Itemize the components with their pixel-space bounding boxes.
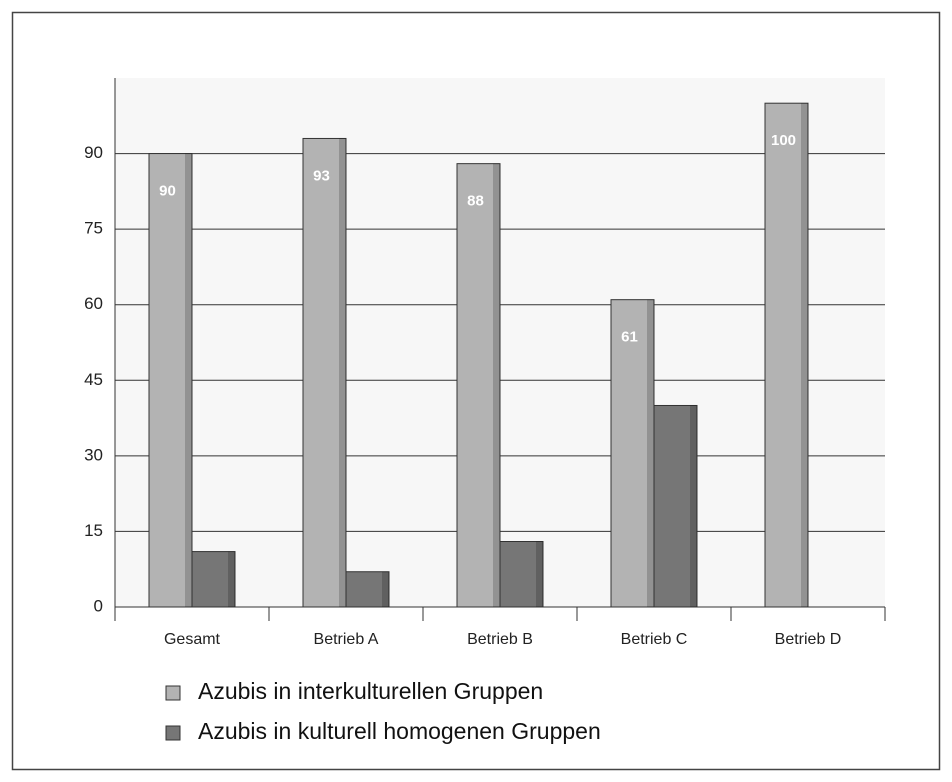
bar: [302, 137, 347, 608]
bar-shade: [493, 163, 500, 607]
bar: [456, 163, 501, 608]
y-tick-label: 75: [84, 219, 103, 238]
bar: [610, 299, 655, 608]
bar: [764, 102, 809, 608]
y-tick-label: 0: [94, 596, 103, 615]
bar-shade: [647, 299, 654, 607]
bar: [499, 541, 544, 608]
data-label: 90: [159, 183, 176, 200]
data-label: 61: [621, 329, 638, 346]
bar-shade: [536, 541, 543, 607]
bar-shade: [690, 405, 697, 607]
legend-swatch: [165, 685, 181, 701]
x-tick-label: Betrieb A: [314, 631, 379, 648]
y-tick-label: 60: [84, 294, 103, 313]
bar: [345, 571, 390, 608]
legend-label: Azubis in interkulturellen Gruppen: [198, 678, 543, 704]
y-tick-label: 90: [84, 143, 103, 162]
x-tick-label: Betrieb B: [467, 631, 533, 648]
x-tick-label: Betrieb D: [775, 631, 842, 648]
bar: [653, 404, 698, 608]
x-tick-label: Gesamt: [164, 631, 221, 648]
data-label: 88: [467, 193, 484, 210]
y-tick-label: 30: [84, 445, 103, 464]
legend-label: Azubis in kulturell homogenen Gruppen: [198, 718, 601, 744]
bar-shade: [185, 153, 192, 608]
bar: [148, 153, 193, 608]
bar: [191, 551, 236, 608]
legend-swatch: [165, 725, 181, 741]
data-label: 93: [313, 167, 330, 184]
bar-shade: [382, 571, 389, 607]
x-tick-label: Betrieb C: [621, 631, 688, 648]
bar-shade: [228, 551, 235, 607]
y-tick-label: 15: [84, 521, 103, 540]
y-tick-label: 45: [84, 370, 103, 389]
bar-shade: [339, 138, 346, 607]
bar-shade: [801, 103, 808, 607]
data-label: 100: [771, 132, 796, 149]
